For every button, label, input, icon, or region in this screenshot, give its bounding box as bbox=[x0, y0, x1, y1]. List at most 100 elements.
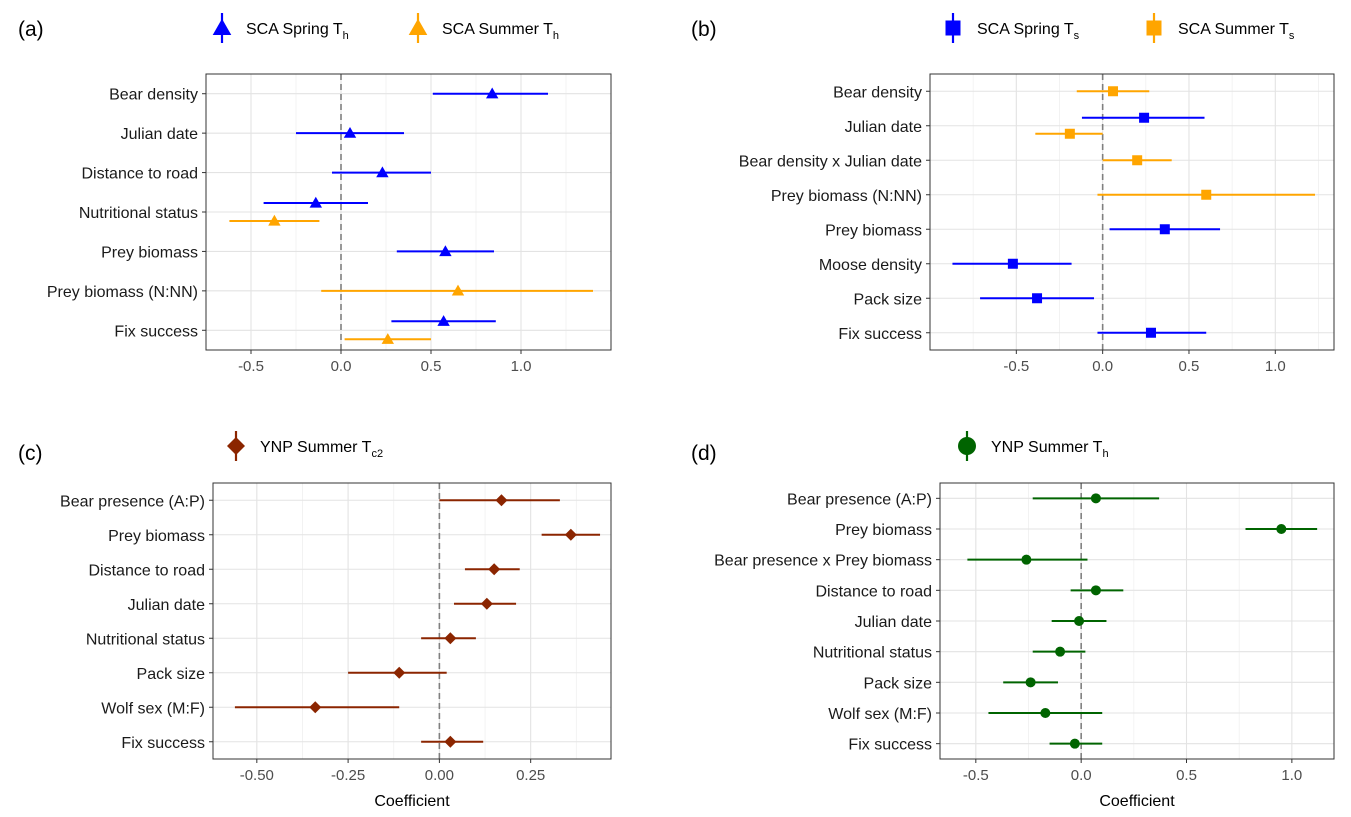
legend-key-marker bbox=[408, 18, 428, 35]
y-tick-label: Bear density bbox=[109, 87, 198, 104]
legend-key-marker bbox=[212, 18, 232, 35]
legend-label-main: SCA Spring T bbox=[977, 21, 1074, 38]
y-tick-label: Pack size bbox=[137, 666, 206, 683]
y-tick-label: Moose density bbox=[819, 257, 922, 274]
x-tick-label: -0.5 bbox=[1003, 358, 1029, 375]
y-tick-label: Wolf sex (M:F) bbox=[101, 700, 205, 717]
estimate-marker bbox=[393, 666, 406, 679]
x-tick-label: 0.5 bbox=[1176, 767, 1197, 784]
data-point bbox=[439, 494, 560, 507]
estimate-marker bbox=[444, 632, 457, 645]
legend-key-marker bbox=[1146, 20, 1162, 36]
x-axis-title: Coefficient bbox=[374, 793, 450, 810]
data-point bbox=[1032, 493, 1160, 504]
estimate-marker bbox=[1132, 155, 1143, 166]
estimate-marker bbox=[480, 597, 493, 610]
y-tick-label: Distance to road bbox=[81, 166, 198, 183]
data-point bbox=[1049, 738, 1103, 749]
data-point bbox=[229, 214, 320, 226]
data-point bbox=[432, 87, 548, 99]
estimate-marker bbox=[268, 214, 281, 226]
x-tick-label: 1.0 bbox=[1265, 358, 1286, 375]
data-point bbox=[1032, 646, 1086, 657]
legend-label-main: SCA Spring T bbox=[246, 21, 343, 38]
data-point bbox=[1070, 585, 1124, 596]
data-point bbox=[321, 284, 593, 296]
panel-label: (c) bbox=[18, 442, 43, 465]
data-point bbox=[1097, 189, 1316, 200]
estimate-marker bbox=[1139, 112, 1150, 123]
legend-key-marker bbox=[945, 20, 961, 36]
data-point bbox=[1081, 112, 1205, 123]
y-tick-label: Nutritional status bbox=[79, 205, 198, 222]
legend-item: SCA Summer Ts bbox=[1146, 13, 1295, 43]
data-point bbox=[348, 666, 447, 679]
estimate-marker bbox=[1201, 189, 1212, 200]
legend-label-main: YNP Summer T bbox=[991, 439, 1103, 456]
legend-label-subscript: h bbox=[343, 30, 349, 42]
x-tick-label: 0.0 bbox=[331, 358, 352, 375]
data-point bbox=[1035, 128, 1103, 139]
data-point bbox=[396, 245, 494, 257]
y-tick-label: Pack size bbox=[854, 291, 923, 308]
y-tick-label: Bear presence (A:P) bbox=[60, 493, 205, 510]
y-tick-label: Prey biomass bbox=[108, 528, 205, 545]
y-tick-label: Bear density x Julian date bbox=[739, 153, 922, 170]
data-point bbox=[1245, 524, 1318, 534]
data-point bbox=[421, 632, 476, 645]
panel-c: (c) YNP Summer Tc2 Bear presence (A:P) Prey… bbox=[18, 431, 612, 810]
y-tick-label: Julian date bbox=[121, 126, 198, 143]
x-tick-label: -0.5 bbox=[963, 767, 989, 784]
legend-label: SCA Spring Ts bbox=[977, 21, 1080, 42]
data-point bbox=[1102, 155, 1172, 166]
estimate-marker bbox=[1021, 554, 1032, 565]
y-tick-label: Fix success bbox=[121, 735, 205, 752]
x-tick-label: 0.25 bbox=[516, 767, 545, 784]
x-tick-label: 0.00 bbox=[425, 767, 454, 784]
estimate-marker bbox=[1090, 585, 1101, 596]
x-axis-title: Coefficient bbox=[1099, 793, 1175, 810]
y-tick-label: Fix success bbox=[114, 323, 198, 340]
y-tick-label: Bear density bbox=[833, 84, 922, 101]
legend-label-main: YNP Summer T bbox=[260, 439, 372, 456]
x-tick-label: -0.50 bbox=[240, 767, 274, 784]
y-tick-label: Prey biomass bbox=[825, 222, 922, 239]
legend-label: SCA Summer Ts bbox=[1178, 21, 1295, 42]
estimate-marker bbox=[1069, 738, 1080, 749]
estimate-marker bbox=[1074, 616, 1085, 626]
panel-label: (d) bbox=[691, 442, 717, 465]
estimate-marker bbox=[381, 333, 394, 344]
y-tick-label: Julian date bbox=[128, 597, 205, 614]
data-point bbox=[464, 563, 520, 576]
legend-label-subscript: s bbox=[1074, 30, 1080, 42]
data-point bbox=[263, 196, 368, 208]
estimate-marker bbox=[437, 315, 450, 326]
data-point bbox=[952, 258, 1072, 269]
estimate-marker bbox=[1145, 327, 1156, 338]
estimate-marker bbox=[439, 245, 452, 257]
estimate-marker bbox=[486, 87, 499, 99]
legend-item: YNP Summer Th bbox=[958, 431, 1109, 461]
y-tick-label: Bear presence (A:P) bbox=[787, 491, 932, 508]
estimate-marker bbox=[1276, 524, 1287, 534]
plot-frame bbox=[929, 73, 1335, 351]
legend-label-subscript: h bbox=[553, 30, 559, 42]
estimate-marker bbox=[1025, 677, 1036, 688]
x-tick-label: 1.0 bbox=[1281, 767, 1302, 784]
y-tick-label: Bear presence x Prey biomass bbox=[714, 553, 932, 570]
data-point bbox=[332, 166, 431, 178]
x-tick-label: 1.0 bbox=[511, 358, 532, 375]
data-point bbox=[1003, 677, 1058, 688]
estimate-marker bbox=[309, 701, 322, 714]
legend-label: SCA Summer Th bbox=[442, 21, 559, 42]
estimate-marker bbox=[495, 494, 508, 507]
x-tick-label: -0.5 bbox=[238, 358, 264, 375]
y-tick-label: Prey biomass (N:NN) bbox=[47, 284, 198, 301]
estimate-marker bbox=[444, 735, 457, 748]
panel-d: (d) YNP Summer Th Bear presence (A:P) Prey … bbox=[691, 431, 1335, 810]
estimate-marker bbox=[1007, 258, 1018, 269]
legend-label-subscript: h bbox=[1102, 448, 1108, 460]
legend-label-main: SCA Summer T bbox=[442, 21, 553, 38]
